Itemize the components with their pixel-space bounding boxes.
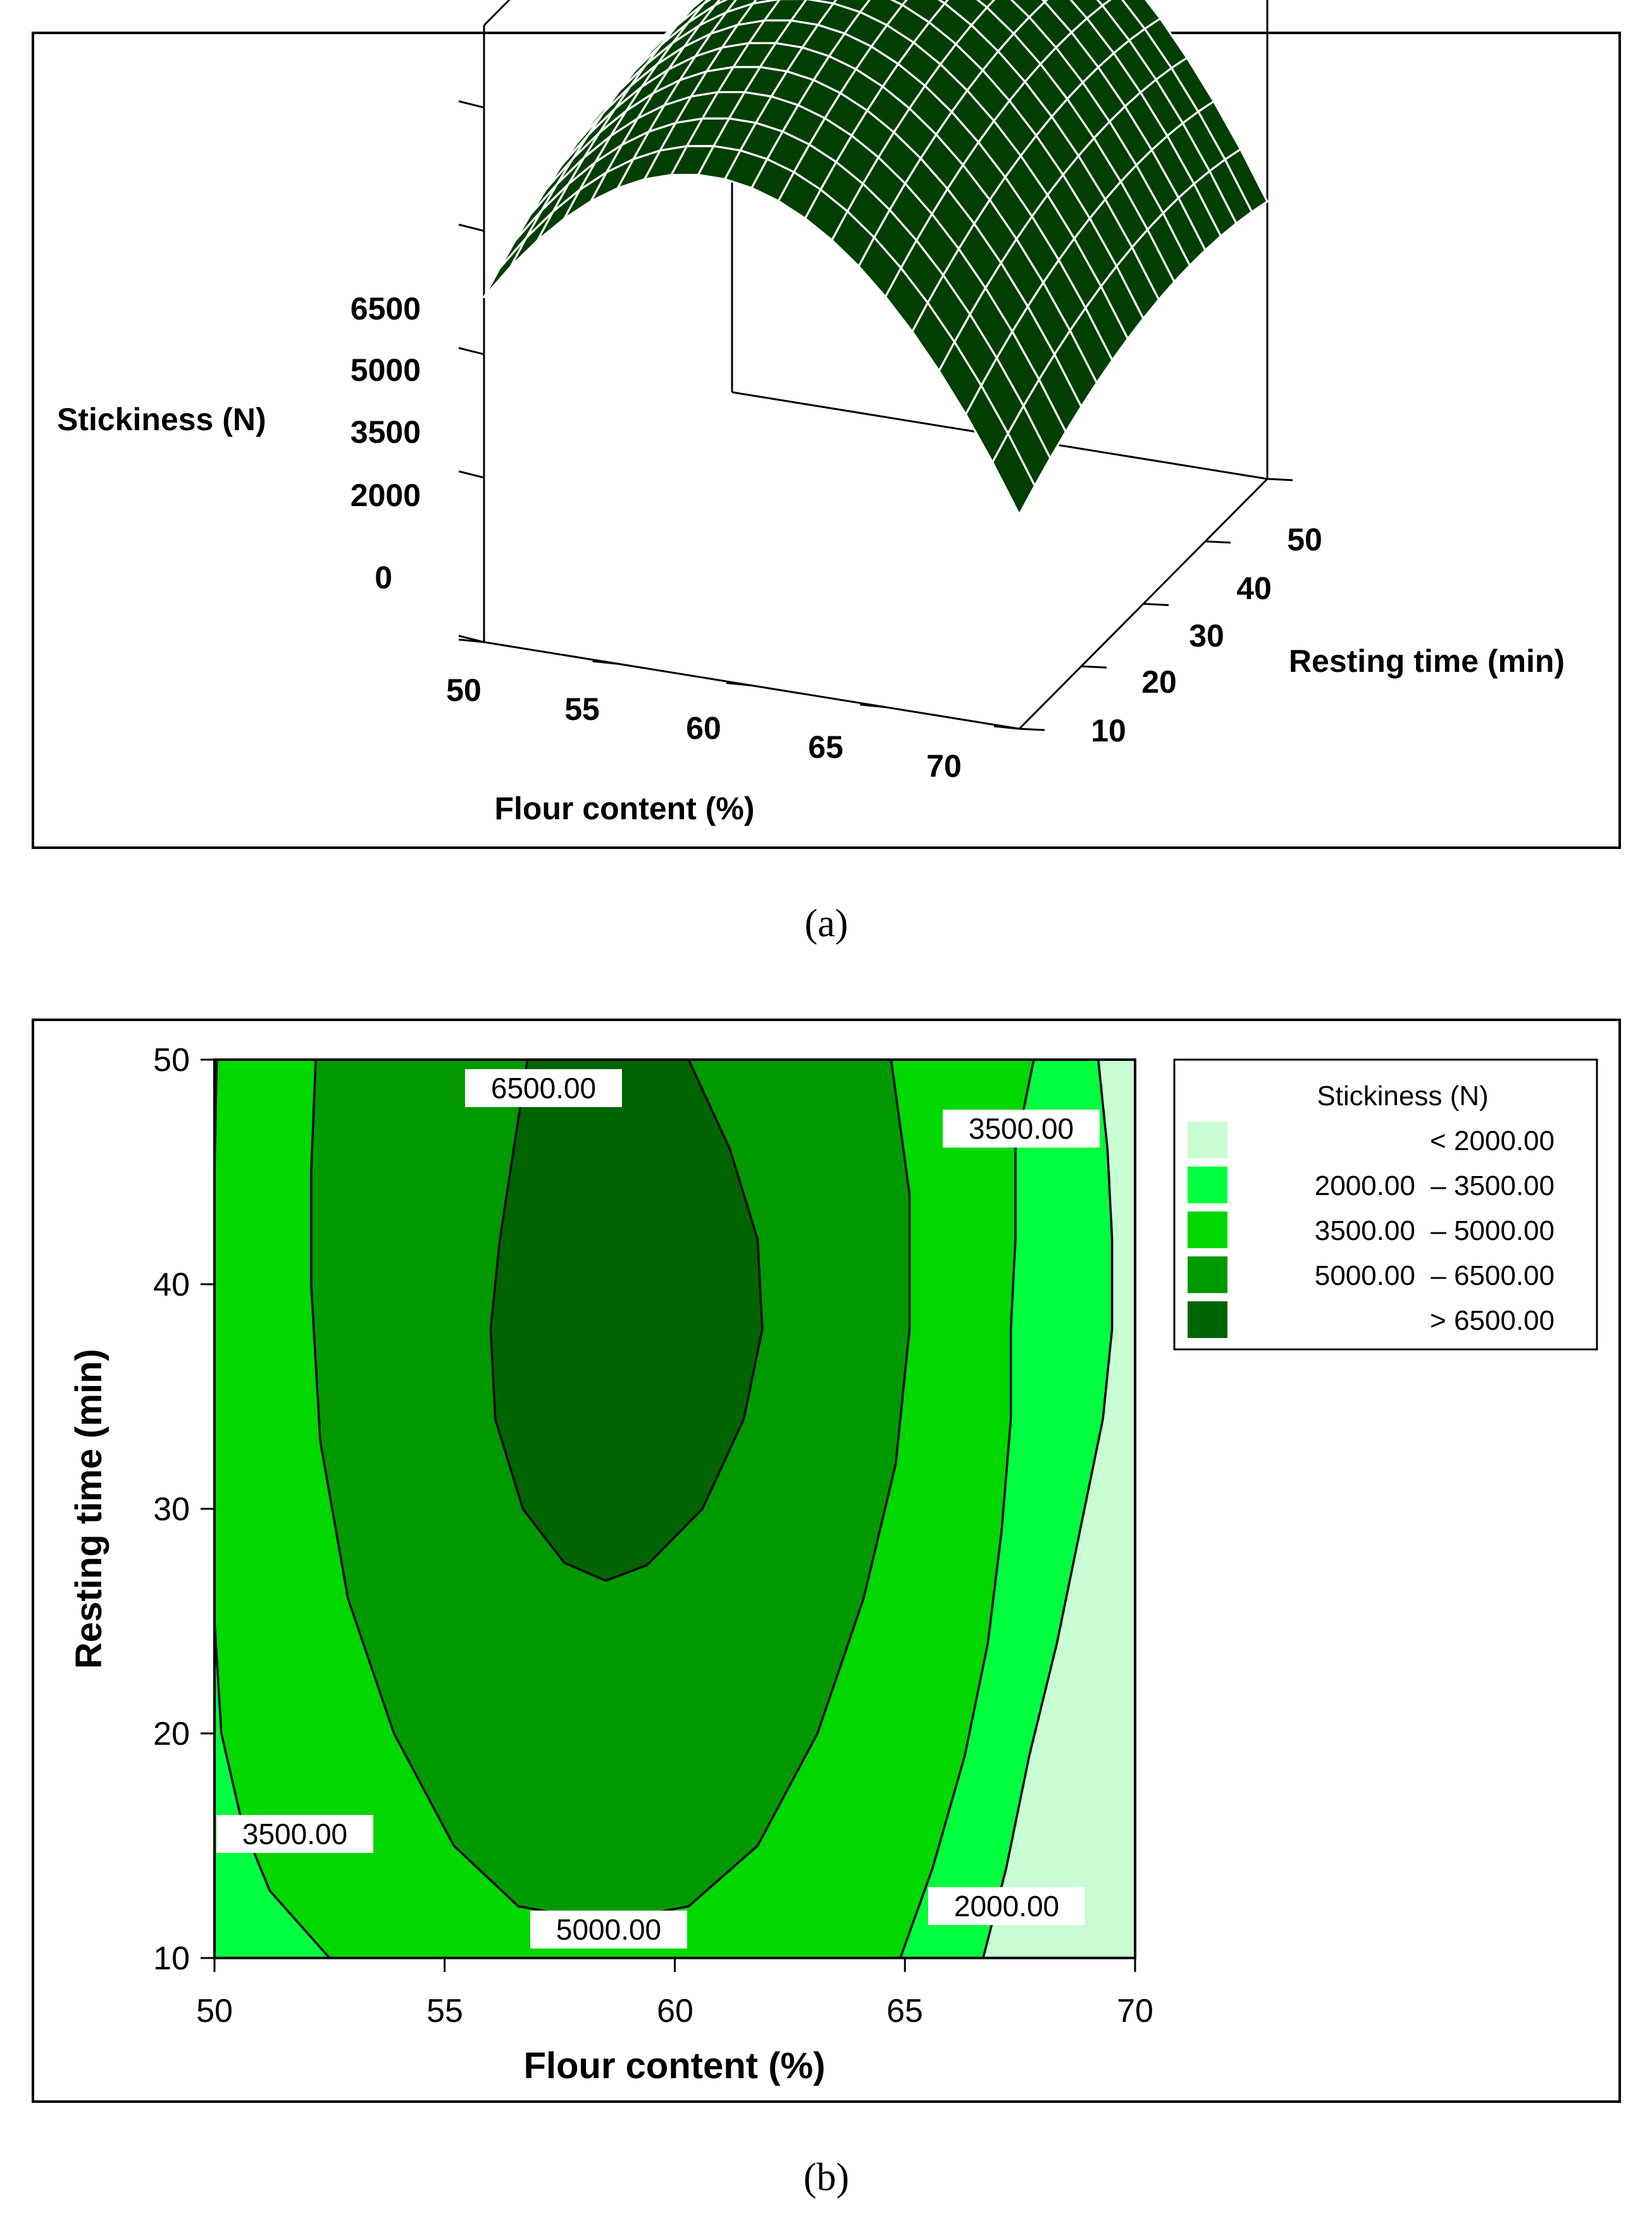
legend-swatch — [1188, 1256, 1227, 1293]
legend: Stickiness (N) < 2000.00 2000.00 – 3500.… — [1173, 1058, 1598, 1351]
y-tick-b-30: 30 — [153, 1491, 190, 1528]
y-tick-mark-a — [1205, 540, 1231, 544]
x-tick-b-60: 60 — [657, 1993, 693, 2029]
z-tick-5000: 5000 — [351, 352, 421, 388]
x-tick-mark-a — [726, 682, 752, 686]
z-tick-mark — [458, 347, 485, 356]
svg-text:6500.00: 6500.00 — [491, 1072, 596, 1105]
legend-entry: 5000.00 – 6500.00 — [1188, 1256, 1555, 1293]
x-tick-a-70: 70 — [926, 748, 962, 784]
legend-entry: 2000.00 – 3500.00 — [1188, 1167, 1555, 1203]
legend-entry: 3500.00 – 5000.00 — [1188, 1211, 1555, 1248]
y-tick-a-30: 30 — [1189, 618, 1224, 654]
x-tick-b-50: 50 — [196, 1993, 233, 2029]
z-tick-0: 0 — [375, 560, 392, 595]
x-tick-mark-a — [993, 725, 1020, 730]
y-axis-label-a: Resting time (min) — [1289, 643, 1565, 679]
contour-label-3500-left: 3500.00 — [216, 1815, 373, 1853]
z-tick-6500: 6500 — [351, 291, 421, 326]
y-tick-b-20: 20 — [153, 1716, 190, 1752]
y-tick-a-20: 20 — [1141, 664, 1177, 700]
svg-text:2000.00: 2000.00 — [954, 1890, 1059, 1923]
legend-label: 2000.00 – 3500.00 — [1315, 1170, 1555, 1201]
x-tick-a-65: 65 — [808, 729, 843, 765]
legend-swatch — [1188, 1122, 1227, 1158]
contour-fill — [214, 1060, 1135, 1958]
panel-b-frame — [32, 1019, 1621, 2103]
legend-label: 5000.00 – 6500.00 — [1315, 1260, 1555, 1291]
z-axis-label: Stickiness (N) — [57, 402, 266, 437]
caption-a: (a) — [805, 902, 848, 945]
contour-label-5000: 5000.00 — [530, 1911, 687, 1948]
panel-b-contour-chart: 6500.00 3500.00 3500.00 5000.00 2000.00 … — [32, 1019, 1621, 2103]
legend-label: < 2000.00 — [1430, 1125, 1555, 1156]
contour-line-2000 — [982, 1060, 1114, 1958]
y-tick-b-40: 40 — [153, 1267, 190, 1303]
contour-label-3500-top: 3500.00 — [943, 1110, 1100, 1148]
y-tick-b-10: 10 — [153, 1940, 190, 1977]
x-tick-b-65: 65 — [886, 1993, 923, 2029]
contour-line-3500 — [899, 1060, 1035, 1958]
x-tick-b-55: 55 — [426, 1993, 463, 2029]
x-tick-mark-a — [860, 703, 886, 709]
y-tick-mark-a — [1019, 728, 1045, 731]
z-tick-3500: 3500 — [351, 414, 421, 450]
legend-entry: < 2000.00 — [1188, 1122, 1555, 1158]
svg-text:3500.00: 3500.00 — [969, 1112, 1074, 1145]
x-tick-mark-a — [458, 638, 485, 643]
x-axis-label-a: Flour content (%) — [494, 791, 754, 826]
x-tick-a-55: 55 — [564, 691, 600, 727]
y-tick-a-10: 10 — [1091, 713, 1126, 748]
svg-text:3500.00: 3500.00 — [242, 1818, 347, 1850]
legend-entry: > 6500.00 — [1188, 1301, 1555, 1338]
y-tick-a-40: 40 — [1236, 571, 1272, 606]
y-tick-mark-a — [1267, 478, 1293, 481]
z-tick-mark — [458, 470, 485, 479]
panel-b-ticks — [201, 1058, 1136, 1972]
surface-facet — [991, 432, 1036, 516]
legend-box — [1173, 1058, 1598, 1351]
y-tick-b-50: 50 — [153, 1042, 190, 1079]
x-tick-b-70: 70 — [1117, 1993, 1153, 2029]
contour-label-6500: 6500.00 — [465, 1069, 622, 1107]
caption-b: (b) — [804, 2156, 849, 2199]
x-tick-mark-a — [592, 660, 618, 665]
contour-line-3500 — [214, 1060, 331, 1958]
legend-label: 3500.00 – 5000.00 — [1315, 1215, 1555, 1246]
x-tick-a-50: 50 — [446, 672, 481, 708]
surface-facet — [483, 237, 528, 299]
contour-label-2000: 2000.00 — [928, 1887, 1085, 1925]
legend-swatch — [1188, 1167, 1227, 1203]
y-tick-mark-a — [1081, 665, 1107, 669]
legend-swatch — [1188, 1211, 1227, 1248]
panel-a-ticks — [458, 100, 1293, 731]
svg-text:5000.00: 5000.00 — [556, 1913, 661, 1946]
x-axis-label-b: Flour content (%) — [524, 2045, 826, 2086]
panel-a-surface-chart: Stickiness (N) Flour content (%) Resting… — [32, 0, 1621, 849]
contour-labels: 6500.00 3500.00 3500.00 5000.00 2000.00 — [216, 1069, 1100, 1948]
stickiness-surface — [483, 0, 1269, 516]
x-tick-a-60: 60 — [686, 710, 721, 746]
legend-title: Stickiness (N) — [1317, 1081, 1488, 1112]
y-tick-a-50: 50 — [1287, 522, 1322, 557]
y-axis-label-b: Resting time (min) — [68, 1349, 109, 1669]
z-tick-2000: 2000 — [351, 478, 421, 513]
contour-line-6500 — [489, 1060, 764, 1582]
legend-swatch — [1188, 1301, 1227, 1338]
y-tick-mark-a — [1143, 603, 1169, 606]
legend-label: > 6500.00 — [1430, 1305, 1555, 1336]
z-tick-mark — [458, 223, 485, 232]
z-tick-mark — [458, 100, 485, 109]
